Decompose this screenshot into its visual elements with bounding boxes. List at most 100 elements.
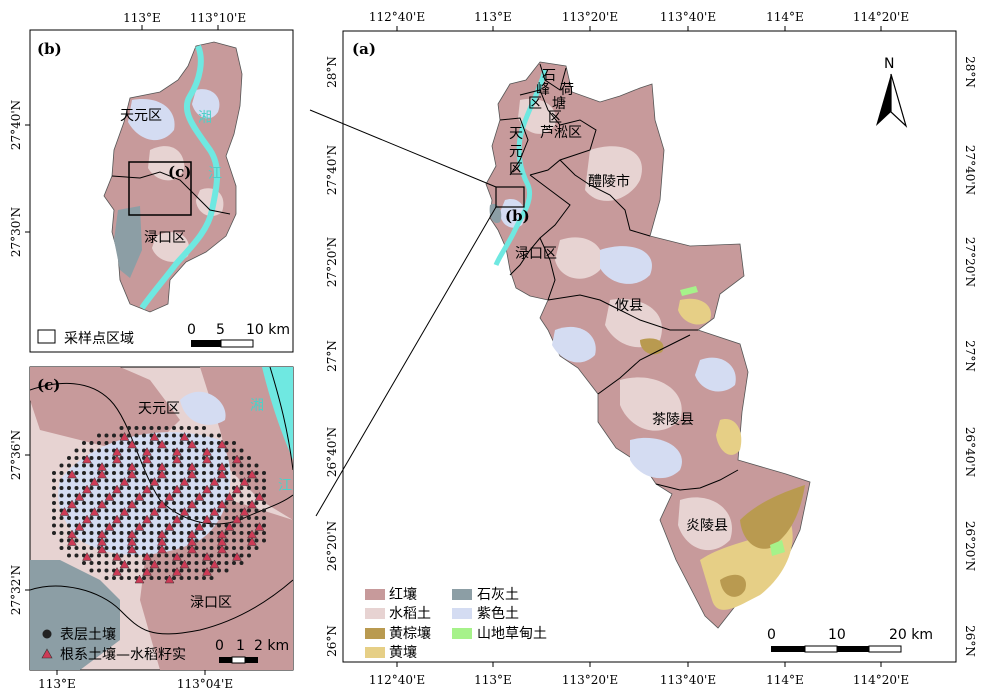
district-border xyxy=(111,171,231,215)
root-sample-point xyxy=(179,431,190,441)
svg-text:26°N: 26°N xyxy=(325,625,339,657)
topsoil-sample-point xyxy=(217,508,221,513)
district-border xyxy=(269,367,293,471)
root-sample-point xyxy=(119,476,130,486)
svg-text:27°40'N: 27°40'N xyxy=(963,145,977,195)
svg-text:1: 1 xyxy=(236,638,245,654)
connector-line xyxy=(309,109,497,188)
label-yanling: 炎陵县 xyxy=(686,518,728,534)
topsoil-sample-point xyxy=(82,448,86,453)
topsoil-sample-point xyxy=(254,463,259,468)
topsoil-sample-point xyxy=(59,471,64,475)
topsoil-sample-point xyxy=(247,486,251,490)
topsoil-sample-point xyxy=(74,478,79,483)
root-sample-point xyxy=(127,469,137,479)
root-sample-point xyxy=(142,484,152,494)
root-sample-point xyxy=(74,521,85,531)
topsoil-sample-point xyxy=(134,546,139,550)
topsoil-sample-point xyxy=(119,553,124,558)
topsoil-sample-point xyxy=(232,448,236,453)
topsoil-sample-point xyxy=(224,478,229,483)
topsoil-sample-point xyxy=(82,523,86,528)
topsoil-sample-point xyxy=(142,471,146,475)
root-sample-point xyxy=(149,506,160,516)
yellow-soil-patch xyxy=(716,419,742,455)
topsoil-sample-point xyxy=(217,448,221,453)
label-shifeng: 石峰区 xyxy=(528,68,556,112)
xiang-river xyxy=(493,69,548,266)
root-sample-point xyxy=(74,491,85,501)
topsoil-sample-point xyxy=(194,508,199,513)
topsoil-sample-point xyxy=(164,516,169,520)
root-sample-point xyxy=(67,499,77,509)
root-sample-point xyxy=(112,514,122,524)
topsoil-sample-point xyxy=(67,463,71,468)
root-sample-point xyxy=(232,454,242,464)
topsoil-sample-point xyxy=(134,463,139,468)
root-sample-point xyxy=(209,559,220,569)
topsoil-sample-point xyxy=(217,493,221,498)
topsoil-sample-point xyxy=(134,531,139,535)
topsoil-sample-point xyxy=(247,516,251,520)
legend-item: 山地草甸土 xyxy=(452,626,547,642)
topsoil-sample-point xyxy=(179,463,184,468)
topsoil-sample-point xyxy=(112,523,116,528)
root-sample-point xyxy=(232,484,242,494)
topsoil-sample-point xyxy=(119,523,124,528)
root-sample-point xyxy=(224,521,235,531)
topsoil-sample-point xyxy=(104,561,109,565)
topsoil-sample-point xyxy=(164,441,169,445)
topsoil-sample-point xyxy=(97,561,101,565)
sample-area-legend-icon xyxy=(37,329,56,344)
label-tianyuan: 天元区 xyxy=(120,108,162,124)
topsoil-sample-point xyxy=(194,576,199,580)
panel-a-label: (a) xyxy=(352,40,376,58)
root-sample-point xyxy=(217,439,227,449)
river-label: 湘 xyxy=(198,110,212,126)
topsoil-sample-point xyxy=(217,568,221,573)
topsoil-sample-point xyxy=(247,508,251,513)
topsoil-sample-point xyxy=(209,441,214,445)
root-sample-point xyxy=(119,431,130,441)
topsoil-sample-point xyxy=(164,501,169,505)
topsoil-sample-point xyxy=(149,576,154,580)
topsoil-sample-point xyxy=(164,538,169,543)
topsoil-sample-point xyxy=(127,576,131,580)
topsoil-sample-point xyxy=(67,553,71,558)
svg-text:113°04'E: 113°04'E xyxy=(177,677,233,691)
topsoil-sample-point xyxy=(134,448,139,453)
topsoil-sample-point xyxy=(97,493,101,498)
root-sample-point xyxy=(149,431,160,441)
topsoil-sample-point xyxy=(239,546,244,550)
topsoil-sample-point xyxy=(89,456,94,460)
panel-a-region-labels: 石峰区 荷塘区 芦淞区 天元区 醴陵市 渌口区 攸县 茶陵县 炎陵县 (b) xyxy=(495,68,728,534)
topsoil-sample-point xyxy=(134,456,139,460)
root-sample-point xyxy=(112,566,122,576)
topsoil-sample-point xyxy=(149,501,154,505)
root-sample-point xyxy=(127,544,137,554)
topsoil-sample-point xyxy=(179,553,184,558)
topsoil-sample-point xyxy=(112,441,116,445)
label-tianyuan: 天元区 xyxy=(509,126,523,178)
topsoil-sample-point xyxy=(172,561,176,565)
topsoil-sample-point xyxy=(202,546,206,550)
topsoil-sample-point xyxy=(97,441,101,445)
topsoil-sample-point xyxy=(164,568,169,573)
svg-text:石灰土: 石灰土 xyxy=(477,587,519,603)
svg-text:山地草甸土: 山地草甸土 xyxy=(477,626,547,642)
root-sample-point xyxy=(97,469,107,479)
topsoil-sample-point xyxy=(134,478,139,483)
panel-b: (c) 天元区 渌口区 湘 江 (b) 采样点区域 0 5 10 km 113°… xyxy=(9,11,294,353)
topsoil-sample-point xyxy=(254,546,259,550)
topsoil-sample-point xyxy=(134,433,139,438)
svg-text:27°30'N: 27°30'N xyxy=(9,207,23,257)
topsoil-sample-point xyxy=(209,463,214,468)
topsoil-sample-point xyxy=(194,433,199,438)
topsoil-sample-point xyxy=(224,501,229,505)
topsoil-sample-point xyxy=(194,456,199,460)
topsoil-sample-point xyxy=(157,523,161,528)
svg-text:27°40'N: 27°40'N xyxy=(9,100,23,150)
topsoil-legend-label: 表层土壤 xyxy=(60,626,116,643)
topsoil-sample-point xyxy=(157,568,161,573)
